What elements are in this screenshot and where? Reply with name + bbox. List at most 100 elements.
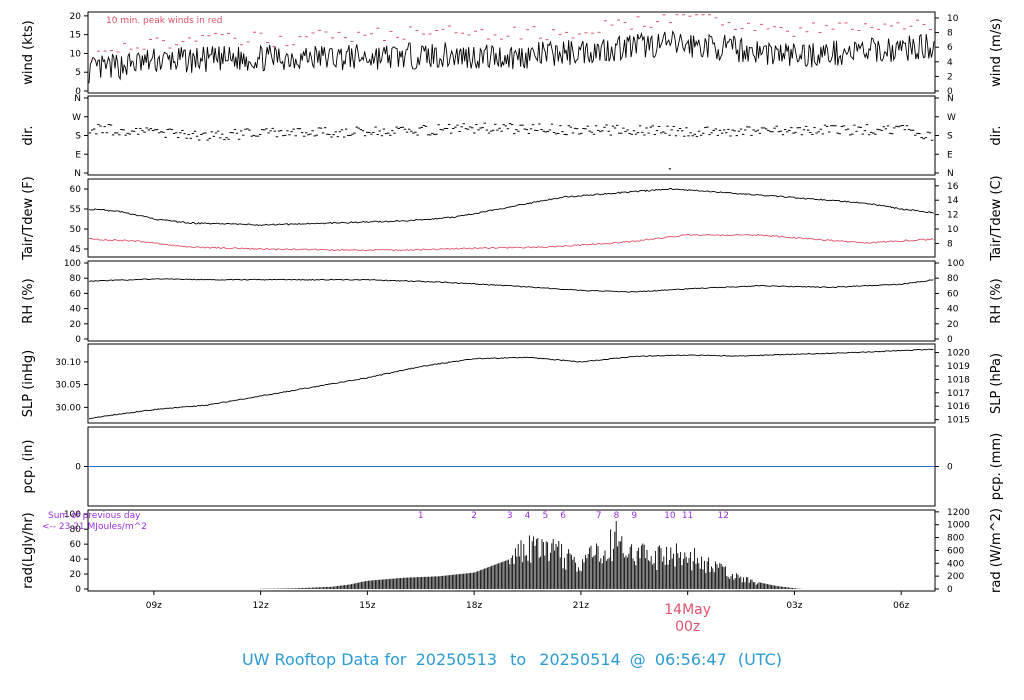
y-right-tick-label: 12 xyxy=(947,211,958,221)
y-axis-label: wind (kts) xyxy=(21,20,36,84)
temp-tdew-line xyxy=(89,233,934,252)
y-right-tick-label: 8 xyxy=(947,29,953,39)
panel-frame xyxy=(87,95,936,176)
y-tick-label: 45 xyxy=(70,245,81,255)
y-axis-label-right: pcp. (mm) xyxy=(989,433,1004,500)
y-tick-label: 0 xyxy=(75,585,81,595)
rh-rh-line xyxy=(88,278,934,293)
y-tick-label: 50 xyxy=(70,225,82,235)
y-right-tick-label: 200 xyxy=(947,572,964,582)
y-tick-label: 0 xyxy=(75,335,81,345)
y-right-tick-label: 60 xyxy=(947,289,959,299)
solar-hour-label: 4 xyxy=(525,511,531,521)
y-right-tick-label: E xyxy=(947,150,953,160)
y-tick-label: 100 xyxy=(64,510,81,520)
solar-hour-label: 11 xyxy=(682,511,693,521)
y-tick-label: 10 xyxy=(70,49,82,59)
y-tick-label: 5 xyxy=(75,68,81,78)
y-right-tick-label: N xyxy=(947,94,954,104)
y-right-tick-label: 40 xyxy=(947,305,959,315)
direction-points xyxy=(88,122,934,170)
solar-hour-labels: 1 2 3 4 5 6 7 8 9 10 11 12 xyxy=(418,511,729,521)
y-right-tick-label: 6 xyxy=(947,43,953,53)
y-tick-label: 0 xyxy=(75,463,81,473)
y-right-tick-label: 2 xyxy=(947,72,953,82)
y-tick-label: 30.00 xyxy=(55,403,81,413)
y-right-tick-label: 1200 xyxy=(947,508,970,518)
wind-speed-line xyxy=(88,30,935,84)
y-right-tick-label: W xyxy=(947,113,956,123)
panel-pcp: 0 0 pcp. (in) pcp. (mm) xyxy=(21,426,1004,507)
slp-slp-line xyxy=(88,348,934,420)
panel-rh: 0 20 40 60 80 100 0 20 40 60 80 100 RH (%) RH (%) xyxy=(21,259,1004,345)
panel-temp: 45 50 55 60 8 10 12 14 16 Tair/Tdew (F) Tair/Tdew … xyxy=(21,175,1004,261)
y-tick-label: 60 xyxy=(70,185,82,195)
panel-frame xyxy=(87,260,936,342)
solar-hour-label: 2 xyxy=(471,511,477,521)
solar-hour-label: 1 xyxy=(418,511,424,521)
y-right-tick-label: 1020 xyxy=(947,349,970,359)
panel-frame xyxy=(87,343,936,424)
x-tick-label: 18z xyxy=(466,601,482,611)
x-tick-label: 06z xyxy=(893,601,909,611)
y-right-tick-label: 0 xyxy=(947,585,953,595)
y-right-tick-label: 1000 xyxy=(947,521,970,531)
panel-rad: 020406080100020040060080010001200rad(Lgl… xyxy=(21,508,1004,595)
y-right-tick-label: 1018 xyxy=(947,375,970,385)
footer-label: UW Rooftop Data for xyxy=(242,650,407,669)
solar-hour-label: 6 xyxy=(560,511,566,521)
y-right-tick-label: 0 xyxy=(947,87,953,97)
panel-slp: 30.00 30.05 30.10 1015 1016 1017 1018 1019 1020 S… xyxy=(21,343,1004,426)
temp-tair-line xyxy=(88,187,934,226)
y-right-tick-label: 600 xyxy=(947,546,964,556)
y-tick-label: 30.10 xyxy=(55,358,81,368)
solar-hour-label: 7 xyxy=(596,511,602,521)
y-right-tick-label: 20 xyxy=(947,320,959,330)
y-tick-label: 80 xyxy=(70,274,82,284)
y-tick-label: N xyxy=(74,94,81,104)
y-axis-label-right: wind (m/s) xyxy=(989,18,1004,87)
x-tick-label: 21z xyxy=(573,601,589,611)
y-right-tick-label: N xyxy=(947,169,954,179)
x-tick-label: 09z xyxy=(146,601,162,611)
panel-frame xyxy=(87,11,936,94)
y-axis-label: pcp. (in) xyxy=(21,440,36,494)
y-right-tick-label: 1016 xyxy=(947,402,970,412)
x-tick-label: 03z xyxy=(786,601,802,611)
solar-hour-label: 10 xyxy=(664,511,676,521)
y-axis-label: dir. xyxy=(21,125,36,145)
y-right-tick-label: 1019 xyxy=(947,362,970,372)
y-tick-label: 55 xyxy=(70,205,81,215)
y-tick-label: 15 xyxy=(70,31,81,41)
y-tick-label: 20 xyxy=(70,320,82,330)
solar-hour-label: 3 xyxy=(507,511,513,521)
y-axis-label-right: RH (%) xyxy=(989,278,1004,323)
solar-hour-label: 12 xyxy=(718,511,729,521)
y-right-tick-label: 16 xyxy=(947,182,959,192)
y-right-tick-label: S xyxy=(947,132,953,142)
y-right-tick-label: 10 xyxy=(947,14,959,24)
y-axis-label: SLP (inHg) xyxy=(21,350,36,418)
date-marker-day: 14May xyxy=(664,602,711,618)
y-tick-label: 30.05 xyxy=(55,381,81,391)
y-tick-label: 40 xyxy=(70,305,82,315)
footer-start-date: 20250513 xyxy=(416,650,497,669)
y-right-tick-label: 100 xyxy=(947,259,964,269)
y-tick-label: N xyxy=(74,169,81,179)
y-right-tick-label: 1015 xyxy=(947,416,970,426)
y-right-tick-label: 800 xyxy=(947,534,964,544)
y-axis-label-right: rad (W/m^2) xyxy=(989,508,1004,593)
y-axis-label-right: SLP (hPa) xyxy=(989,353,1004,414)
footer-at: @ xyxy=(630,650,646,669)
date-marker-hour: 00z xyxy=(675,619,700,635)
y-tick-label: 60 xyxy=(70,540,82,550)
panel-wind: 0 5 10 15 20 0 2 4 6 8 10 wind (kts) wind (m/s) 10 mi… xyxy=(21,11,1004,97)
y-axis-label: RH (%) xyxy=(21,278,36,323)
x-tick-label: 15z xyxy=(359,601,375,611)
y-tick-label: 100 xyxy=(64,259,81,269)
y-tick-label: 80 xyxy=(70,525,82,535)
